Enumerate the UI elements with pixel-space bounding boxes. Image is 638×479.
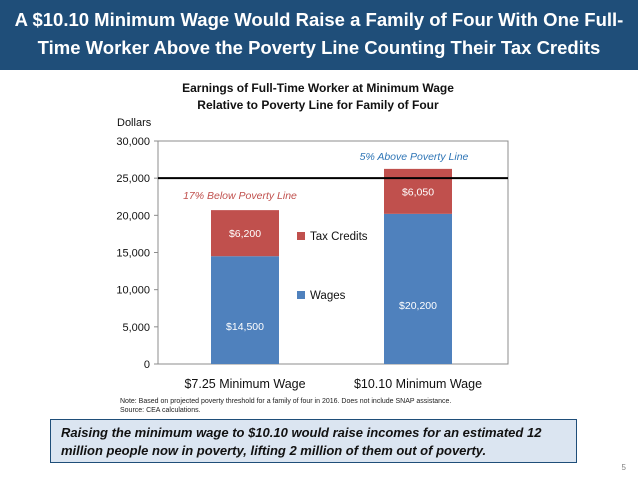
bar-data-label: $14,500 xyxy=(226,321,264,333)
legend-swatch xyxy=(297,291,305,299)
x-category-label: $10.10 Minimum Wage xyxy=(354,377,482,391)
wages-bar xyxy=(384,213,452,364)
chart-title-line1: Earnings of Full-Time Worker at Minimum … xyxy=(182,81,454,95)
y-tick-label: 15,000 xyxy=(116,248,150,260)
y-tick-label: 30,000 xyxy=(116,136,150,148)
y-axis-label: Dollars xyxy=(117,117,152,129)
tax-credits-bar xyxy=(384,168,452,214)
stacked-bar-chart: Earnings of Full-Time Worker at Minimum … xyxy=(116,81,509,391)
wages-bar xyxy=(211,256,279,364)
above-poverty-annotation: 5% Above Poverty Line xyxy=(360,151,469,163)
page-number: 5 xyxy=(621,463,626,472)
legend-label: Tax Credits xyxy=(310,231,368,243)
chart-note: Note: Based on projected poverty thresho… xyxy=(120,397,540,415)
note-text: Note: Based on projected poverty thresho… xyxy=(120,398,452,405)
bar-data-label: $6,200 xyxy=(229,228,261,240)
y-tick-label: 25,000 xyxy=(116,173,150,185)
bar-data-label: $6,050 xyxy=(402,186,434,198)
plot-frame xyxy=(157,140,509,365)
legend-label: Wages xyxy=(310,290,346,302)
legend-swatch xyxy=(297,232,305,240)
y-tick-label: 0 xyxy=(144,359,150,371)
y-tick-label: 5,000 xyxy=(122,322,150,334)
slide-title: A $10.10 Minimum Wage Would Raise a Fami… xyxy=(0,0,638,70)
x-category-label: $7.25 Minimum Wage xyxy=(184,377,305,391)
source-text: Source: CEA calculations. xyxy=(120,407,201,414)
below-poverty-annotation: 17% Below Poverty Line xyxy=(183,190,297,202)
tax-credits-bar xyxy=(211,210,279,257)
chart-area: Earnings of Full-Time Worker at Minimum … xyxy=(0,70,638,400)
key-takeaway-box: Raising the minimum wage to $10.10 would… xyxy=(50,419,577,463)
chart-title-line2: Relative to Poverty Line for Family of F… xyxy=(197,98,439,112)
bar-data-label: $20,200 xyxy=(399,300,437,312)
y-tick-label: 10,000 xyxy=(116,285,150,297)
y-tick-label: 20,000 xyxy=(116,210,150,222)
